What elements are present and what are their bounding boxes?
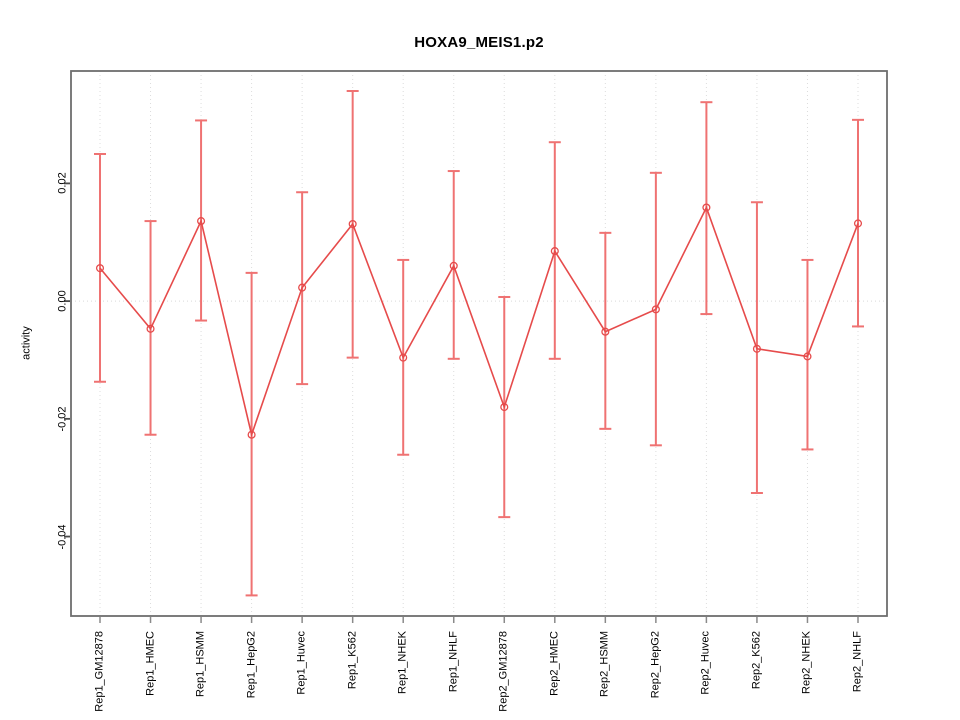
x-axis-label: Rep2_HepG2 <box>649 631 662 699</box>
data-point-marker <box>702 203 711 212</box>
data-point-marker <box>146 324 155 333</box>
plot-box <box>70 70 888 617</box>
y-axis-title: activity <box>20 326 33 360</box>
data-point-marker <box>348 219 357 229</box>
data-point-marker <box>95 264 105 273</box>
data-line <box>99 205 859 438</box>
x-axis-label: Rep1_K562 <box>346 631 359 690</box>
x-axis-label: Rep2_NHLF <box>851 631 864 693</box>
data-point-marker <box>449 261 458 270</box>
x-axis-label: Rep1_Huvec <box>295 631 308 695</box>
data-point-marker <box>500 403 509 412</box>
data-point-marker <box>752 344 761 353</box>
data-point-marker <box>550 247 559 256</box>
x-axis-label: Rep1_GM12878 <box>93 631 106 712</box>
x-axis-label: Rep2_GM12878 <box>497 631 510 712</box>
chart-title: HOXA9_MEIS1.p2 <box>414 34 544 51</box>
data-point-marker <box>651 305 660 314</box>
x-axis-label: Rep2_HSMM <box>598 631 611 698</box>
data-point-marker <box>853 219 863 228</box>
x-axis-label: Rep1_NHEK <box>396 631 409 694</box>
data-point-marker <box>197 217 206 226</box>
y-tick-label: 0.00 <box>56 290 69 312</box>
data-point-marker <box>803 352 812 361</box>
x-axis-label: Rep2_HMEC <box>548 631 561 696</box>
x-axis-label: Rep2_NHEK <box>800 631 813 694</box>
x-axis-label: Rep1_HSMM <box>194 631 207 698</box>
data-point-marker <box>298 283 307 292</box>
x-axis-label: Rep1_HMEC <box>144 631 157 696</box>
y-tick-label: -0.02 <box>56 406 69 432</box>
data-point-marker <box>247 430 256 439</box>
data-point-marker <box>601 327 610 336</box>
y-tick-label: -0.04 <box>56 523 69 550</box>
x-axis-label: Rep2_Huvec <box>699 631 712 695</box>
x-axis-label: Rep1_HepG2 <box>245 631 258 699</box>
y-tick-label: 0.02 <box>56 172 69 195</box>
x-axis-label: Rep1_NHLF <box>447 631 460 693</box>
x-axis-label: Rep2_K562 <box>750 631 763 690</box>
data-point-marker <box>399 353 408 362</box>
